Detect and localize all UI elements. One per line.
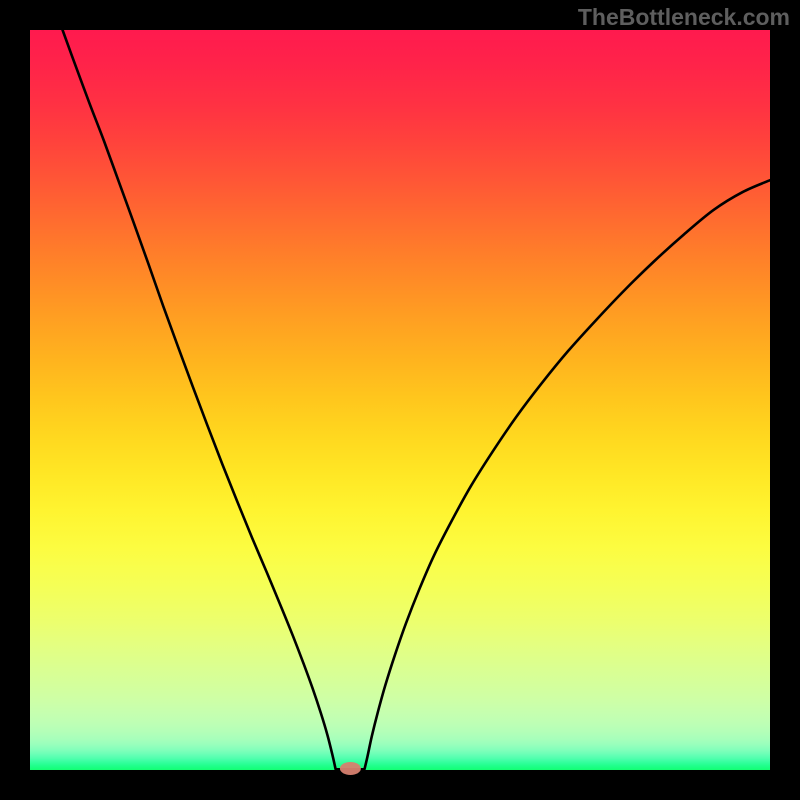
- watermark-text: TheBottleneck.com: [578, 4, 790, 31]
- optimal-point-marker: [340, 762, 361, 775]
- bottleneck-chart: [0, 0, 800, 800]
- chart-background: [30, 30, 770, 770]
